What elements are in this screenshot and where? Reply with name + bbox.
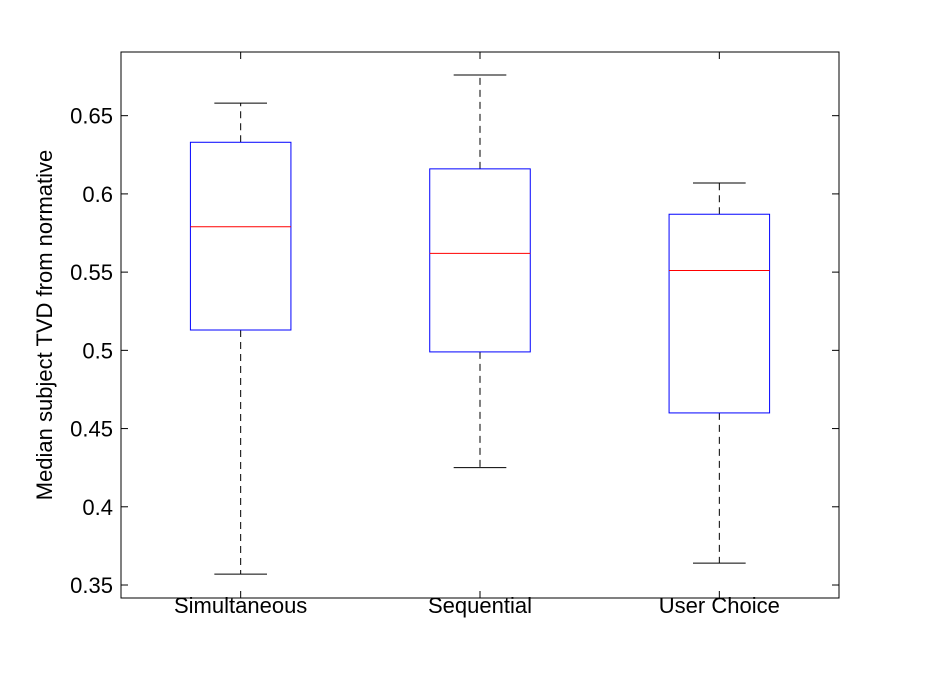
y-tick-label: 0.5 bbox=[82, 338, 113, 363]
box-user-choice bbox=[668, 182, 771, 564]
y-tick-label: 0.65 bbox=[70, 104, 113, 129]
iqr-box bbox=[429, 168, 531, 353]
y-tick-label: 0.45 bbox=[70, 417, 113, 442]
box-simultaneous bbox=[189, 102, 292, 575]
x-tick-label: Sequential bbox=[428, 593, 532, 618]
box-series bbox=[189, 74, 771, 575]
y-tick-label: 0.55 bbox=[70, 260, 113, 285]
iqr-box bbox=[189, 141, 292, 331]
x-tick-label: User Choice bbox=[659, 593, 780, 618]
x-axis: Simultaneous Sequential User Choice bbox=[174, 52, 780, 618]
plot-area bbox=[120, 51, 840, 599]
iqr-box bbox=[668, 213, 771, 414]
y-tick-label: 0.35 bbox=[70, 573, 113, 598]
y-tick-label: 0.6 bbox=[82, 182, 113, 207]
box-sequential bbox=[429, 74, 531, 469]
y-axis: 0.35 0.4 0.45 0.5 0.55 0.6 0.65 bbox=[70, 104, 839, 598]
x-tick-label: Simultaneous bbox=[174, 593, 307, 618]
y-tick-label: 0.4 bbox=[82, 495, 113, 520]
y-axis-label: Median subject TVD from normative bbox=[32, 150, 57, 501]
